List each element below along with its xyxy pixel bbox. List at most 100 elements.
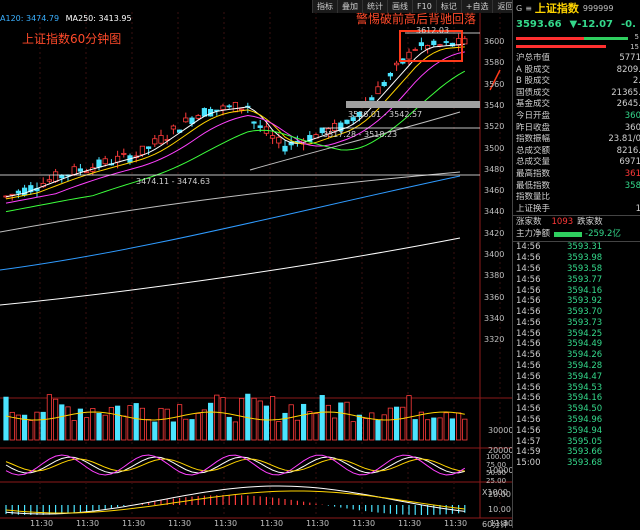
kdj-k-line — [5, 456, 465, 474]
tick-time: 14:56 — [516, 393, 541, 404]
volume-bar — [21, 414, 28, 441]
tick-price: 3594.47 — [567, 371, 603, 382]
stat-row: 上证换手 1 — [513, 204, 640, 216]
volume-bar — [158, 407, 164, 441]
toolbar-stats-button[interactable]: 统计 — [362, 0, 387, 13]
candle — [220, 105, 226, 110]
volume-bar — [9, 411, 15, 441]
candle — [139, 145, 145, 155]
tick-time: 14:59 — [516, 447, 541, 458]
tick-time: 14:56 — [516, 317, 541, 328]
time-axis-tick: 11:30 — [398, 519, 422, 528]
time-axis-tick: 11:30 — [122, 519, 146, 528]
toolbar-add-watchlist-button[interactable]: +自选 — [460, 0, 493, 13]
volume-bar — [393, 406, 400, 441]
tick-price: 3593.31 — [567, 242, 603, 253]
kline-chart-area[interactable] — [0, 0, 512, 528]
volume-bar — [263, 405, 270, 441]
bar-value-1: 5 — [634, 33, 639, 41]
toolbar-back-button[interactable]: 返回 — [492, 0, 518, 13]
stat-row: 总成交量 6971 — [513, 157, 640, 169]
range-label-2: 3517.28 - 3518.23 — [323, 130, 398, 139]
tick-row: 14:56 3593.92 — [513, 296, 640, 307]
ma20-line — [5, 51, 465, 204]
tick-time: 14:56 — [516, 350, 541, 361]
candle — [282, 145, 288, 152]
stat-value: 6971 — [619, 157, 640, 168]
volume-axis-tick: 20000 — [488, 446, 514, 455]
tick-row: 14:59 3593.66 — [513, 447, 640, 458]
volume-bar — [53, 398, 59, 441]
period-label[interactable]: 60分钟 — [482, 520, 509, 529]
candle — [375, 86, 381, 95]
tick-price: 3594.26 — [567, 350, 603, 361]
tick-time: 15:00 — [516, 458, 541, 469]
tick-list[interactable]: 14:56 3593.31 14:56 3593.98 14:56 3593.58 14:5… — [513, 242, 640, 469]
price-axis-tick: 3420 — [484, 228, 505, 238]
stat-row: 国债成交 21365. — [513, 88, 640, 100]
kline-chart[interactable] — [0, 0, 512, 528]
annotation-arrow — [489, 69, 501, 91]
stats-list: 沪总市值 5771 A 股成交 8209. B 股成交 2. 国债成交 21365. 基金成交 2… — [513, 53, 640, 215]
candle — [158, 135, 164, 144]
stat-value: 21365. — [611, 87, 640, 98]
volume-bar — [102, 414, 108, 441]
kdj-axis-tick: 50.00 — [486, 469, 507, 477]
macd-axis-tick: 20.00 — [488, 490, 511, 499]
volume-bar — [183, 418, 189, 441]
chart-toolbar: 指标 叠加 统计 画线 F10 标记 +自选 返回 — [312, 0, 518, 13]
tick-price: 3593.68 — [567, 458, 603, 469]
price-axis-tick: 3480 — [484, 164, 505, 174]
stat-label: 最高指数 — [516, 168, 551, 179]
time-axis-tick: 11:30 — [214, 519, 238, 528]
candle — [455, 38, 462, 46]
panel-header: G ≡ 上证指数 999999 — [513, 0, 640, 17]
toolbar-overlay-button[interactable]: 叠加 — [337, 0, 362, 13]
stat-row: 今日开盘 360 — [513, 111, 640, 123]
price-axis-tick: 3600 — [484, 37, 505, 46]
ma10-line — [5, 46, 465, 200]
tick-time: 14:56 — [516, 307, 541, 318]
stat-label: A 股成交 — [516, 64, 551, 75]
stat-label: 今日开盘 — [516, 110, 551, 121]
ma30-line — [5, 70, 466, 213]
volume-bar — [276, 421, 282, 441]
volume-bar — [139, 407, 145, 441]
sell-bar — [516, 37, 584, 40]
stat-value: 2645. — [616, 99, 640, 110]
candle — [276, 136, 282, 144]
candle — [319, 127, 325, 134]
stat-value: 8216. — [616, 145, 640, 156]
toolbar-indicator-button[interactable]: 指标 — [312, 0, 337, 13]
kdj-d-line — [5, 458, 465, 472]
volume-bar — [375, 420, 381, 441]
index-code: 999999 — [582, 4, 614, 13]
toolbar-f10-button[interactable]: F10 — [412, 0, 436, 13]
candle — [183, 117, 189, 123]
tick-time: 14:57 — [516, 436, 541, 447]
tick-row: 14:56 3593.77 — [513, 275, 640, 286]
tick-time: 14:56 — [516, 274, 541, 285]
volume-bar — [356, 414, 363, 441]
menu-icon[interactable]: ≡ — [525, 4, 532, 13]
price-change: ▼-12.07 — [569, 19, 614, 30]
net-flow-value: -259.2亿 — [585, 229, 621, 240]
stat-label: 国债成交 — [516, 87, 551, 98]
volume-bar — [90, 408, 96, 441]
current-price: 3593.66 — [516, 19, 562, 30]
volume-bar — [313, 413, 319, 441]
volume-bar — [28, 420, 34, 441]
volume-bar — [201, 409, 207, 441]
ma250-legend: MA250: 3413.95 — [65, 14, 132, 23]
volume-bar — [96, 412, 102, 441]
candle — [232, 102, 238, 113]
volume-bar — [164, 408, 170, 441]
volume-bar — [207, 402, 214, 441]
volume-bar — [65, 406, 71, 441]
candle — [59, 174, 65, 179]
toolbar-draw-button[interactable]: 画线 — [387, 0, 412, 13]
toolbar-mark-button[interactable]: 标记 — [435, 0, 461, 13]
stat-label: 总成交量 — [516, 157, 551, 168]
tick-price: 3593.73 — [567, 317, 603, 328]
candle — [84, 171, 90, 174]
